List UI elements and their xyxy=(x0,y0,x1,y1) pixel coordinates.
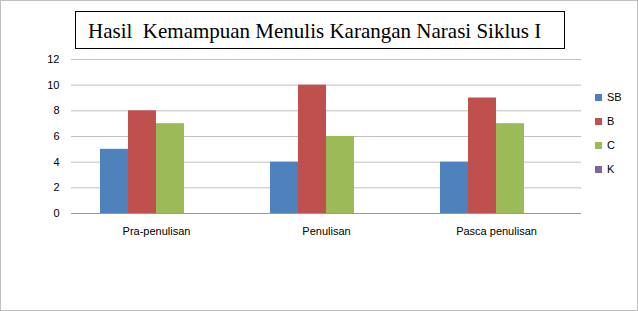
svg-text:6: 6 xyxy=(53,130,59,142)
html-text:B: B xyxy=(607,115,615,127)
svg-text:8: 8 xyxy=(53,104,59,116)
svg-text:0: 0 xyxy=(53,207,59,219)
html-text:C: C xyxy=(607,139,615,151)
svg-text:2: 2 xyxy=(53,181,59,193)
svg-text:Pasca penulisan: Pasca penulisan xyxy=(456,225,537,237)
svg-text:10: 10 xyxy=(47,79,59,91)
html-text:Hasil Kemampuan Menulis Karang: Hasil Kemampuan Menulis Karangan Narasi … xyxy=(88,19,542,43)
svg-text:Penulisan: Penulisan xyxy=(302,225,350,237)
svg-text:4: 4 xyxy=(53,156,59,168)
svg-text:Pra-penulisan: Pra-penulisan xyxy=(123,225,191,237)
html-text:K: K xyxy=(607,163,615,175)
svg-text:12: 12 xyxy=(47,53,59,65)
html-text:SB: SB xyxy=(607,91,622,103)
